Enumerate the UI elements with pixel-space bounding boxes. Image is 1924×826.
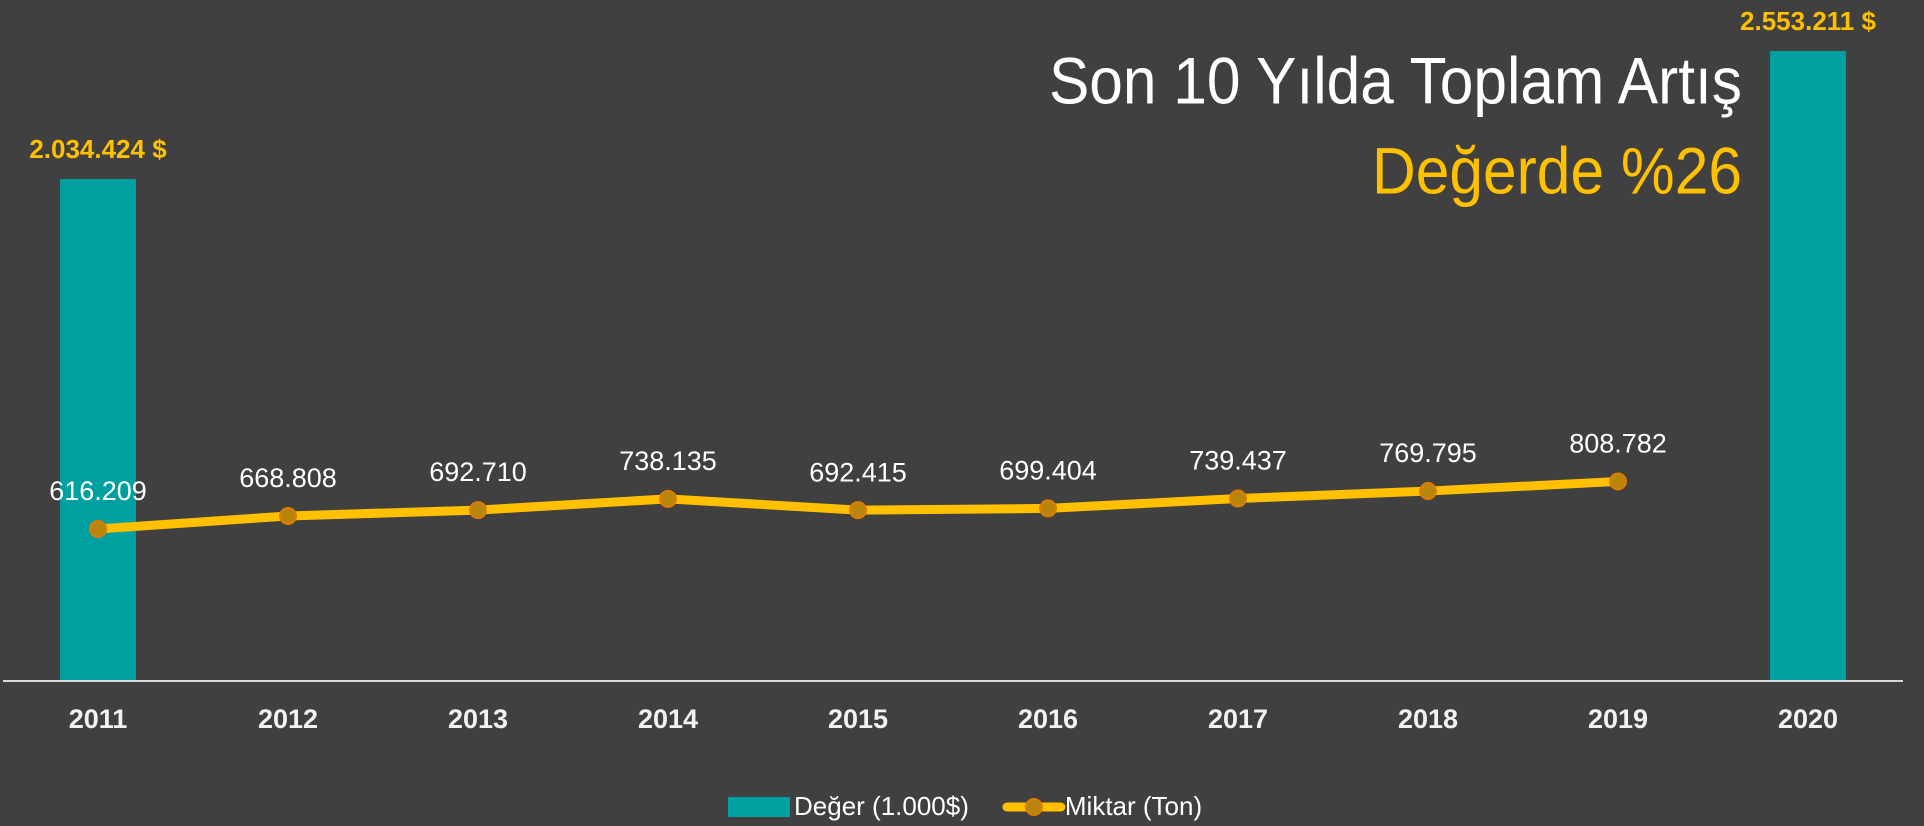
data-label: 668.808 (239, 463, 337, 493)
legend-swatch-marker (1024, 798, 1043, 816)
line-marker (849, 501, 867, 520)
x-tick-label: 2013 (448, 704, 508, 734)
data-label: 738.135 (619, 446, 717, 476)
legend-label: Değer (1.000$) (794, 791, 969, 821)
x-tick-label: 2012 (258, 704, 318, 734)
data-label: 692.415 (809, 457, 907, 487)
data-label: 808.782 (1569, 429, 1667, 459)
line-marker (1609, 472, 1627, 491)
x-tick-label: 2016 (1018, 704, 1078, 734)
x-tick-label: 2017 (1208, 704, 1268, 734)
line-marker (1039, 499, 1057, 518)
data-label: 769.795 (1379, 438, 1477, 468)
x-tick-label: 2020 (1778, 704, 1838, 734)
line-marker (89, 519, 107, 538)
bar (60, 179, 136, 681)
x-tick-label: 2019 (1588, 704, 1648, 734)
bar (1770, 51, 1846, 681)
legend-swatch (728, 797, 790, 817)
line-marker (469, 501, 487, 520)
x-tick-label: 2018 (1398, 704, 1458, 734)
chart-title: Son 10 Yılda Toplam Artış (1049, 43, 1742, 117)
line-marker (659, 489, 677, 508)
data-label: 699.404 (999, 456, 1097, 486)
chart-subtitle: Değerde %26 (1372, 133, 1742, 207)
data-label: 2.034.424 $ (29, 134, 167, 164)
x-tick-label: 2014 (638, 704, 698, 734)
legend-label: Miktar (Ton) (1065, 791, 1202, 821)
data-label: 692.710 (429, 457, 527, 487)
data-label: 616.209 (49, 476, 147, 506)
data-label: 2.553.211 $ (1740, 6, 1876, 36)
x-tick-label: 2011 (69, 704, 128, 734)
data-label: 739.437 (1189, 446, 1287, 476)
x-tick-label: 2015 (828, 704, 888, 734)
line-marker (1419, 482, 1437, 501)
line-marker (1229, 489, 1247, 508)
line-marker (279, 506, 297, 525)
